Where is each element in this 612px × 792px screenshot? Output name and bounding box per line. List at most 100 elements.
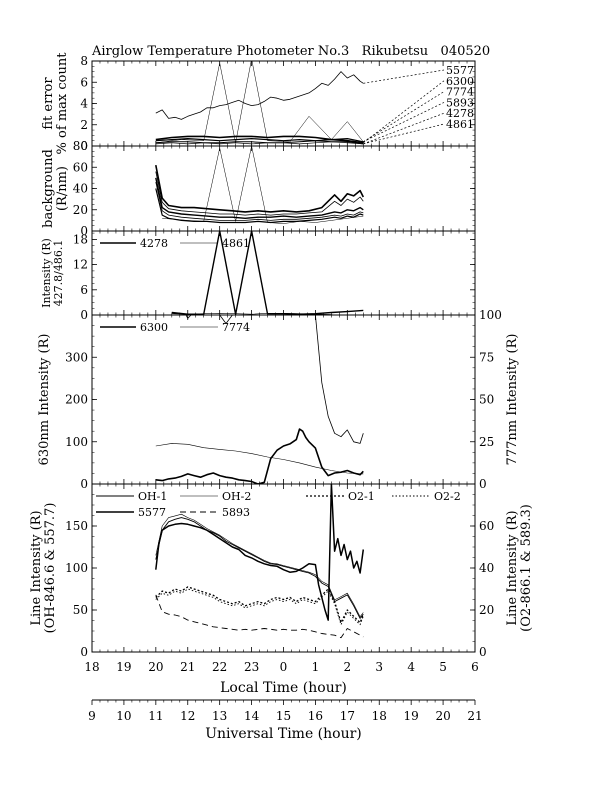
y-tick-label: 8 [80, 54, 88, 68]
series-line-5577 [155, 71, 364, 120]
universal-time-tick-label: 18 [372, 709, 387, 723]
legend-label-7774: 7774 [222, 321, 250, 334]
y-axis-label: (OH-846.6 & 557.7) [43, 503, 58, 634]
universal-time-tick-label: 17 [340, 709, 355, 723]
series-group [155, 315, 364, 484]
series-line-o2-2 [155, 588, 364, 626]
y-tick-label: 0 [80, 645, 88, 659]
local-time-tick-label: 20 [148, 660, 163, 674]
figure-title: Airglow Temperature Photometer No.3 Riku… [91, 44, 490, 59]
y-axis-label: fit error [41, 77, 56, 130]
series-line-intensity-6300-7774-2 [155, 443, 364, 475]
y-tick-label: 150 [65, 519, 88, 533]
panel-frame [91, 145, 476, 232]
y-tick-label: 50 [73, 603, 88, 617]
y-right-tick-label: 100 [479, 308, 502, 322]
local-time-tick-label: 3 [375, 660, 383, 674]
universal-time-tick-label: 9 [88, 709, 96, 723]
y-right-tick-label: 75 [479, 350, 494, 364]
legend-label-6300: 6300 [140, 321, 168, 334]
y-right-tick-label: 0 [479, 645, 487, 659]
local-time-tick-label: 1 [312, 660, 320, 674]
universal-time-tick-label: 15 [276, 709, 291, 723]
universal-time-tick-label: 20 [435, 709, 450, 723]
series-line-o2-1 [155, 586, 364, 624]
y-right-tick-label: 40 [479, 561, 494, 575]
series-line-background-2 [155, 177, 364, 220]
series-label-6300: 6300 [446, 75, 474, 88]
universal-time-tick-label: 14 [244, 709, 260, 723]
universal-time-axis-label: Universal Time (hour) [205, 726, 362, 742]
panel-intensity-6300-7774: 0 100 200 300 0 25 50 75 100 630nm Intensity (R) 7… [37, 308, 520, 491]
y-right-axis-label: (O2-866.1 & 589.3) [519, 504, 534, 632]
local-time-tick-label: 21 [180, 660, 195, 674]
panel-fit-error: 0 2 4 6 8 fit error% of max count [41, 52, 476, 155]
series-line-7774 [155, 315, 364, 444]
panel-frame [91, 60, 476, 147]
y-axis-label: 427.8/486.1 [52, 240, 65, 307]
series-group [155, 484, 365, 639]
y-tick-label: 100 [65, 561, 88, 575]
label-leader-5577 [363, 69, 445, 84]
y-tick-label: 0 [80, 477, 88, 491]
y-axis-label: % of max count [55, 52, 70, 155]
y-tick-label: 40 [73, 182, 88, 196]
local-time-tick-label: 23 [244, 660, 259, 674]
series-label-5893: 5893 [446, 96, 474, 109]
y-tick-label: 2 [80, 118, 88, 132]
label-leader-4861 [363, 123, 445, 145]
legend-label-5577: 5577 [138, 506, 166, 519]
series-line-oh-2 [155, 513, 364, 618]
legend-label-o2-2: O2-2 [434, 490, 461, 503]
universal-time-tick-label: 11 [148, 709, 163, 723]
y-right-tick-label: 25 [479, 435, 494, 449]
y-tick-label: 20 [73, 203, 88, 217]
series-line-background-3 [155, 182, 364, 221]
y-right-axis-label: Line Intensity (R) [505, 510, 520, 625]
series-line-5893 [155, 138, 364, 143]
y-tick-label: 6 [80, 283, 88, 297]
universal-time-tick-label: 10 [116, 709, 131, 723]
y-tick-label: 300 [65, 350, 88, 364]
series-label-4861: 4861 [446, 118, 474, 131]
local-time-tick-label: 0 [280, 660, 288, 674]
y-tick-label: 12 [73, 258, 88, 272]
series-label-5577: 5577 [446, 64, 474, 77]
series-line-4278 [171, 231, 364, 315]
y-tick-label: 0 [80, 139, 88, 153]
y-tick-label: 0 [80, 224, 88, 238]
y-tick-label: 6 [80, 75, 88, 89]
label-leader-4278 [363, 112, 445, 145]
y-axis-label: background [41, 149, 56, 228]
y-right-tick-label: 60 [479, 519, 494, 533]
series-line-background-0 [155, 164, 365, 213]
y-tick-label: 4 [80, 97, 88, 111]
y-axis-label: Line Intensity (R) [29, 510, 44, 625]
panel-intensity-4278-4861: 0 6 12 18 Intensity (R) 427.8/486.1 [40, 230, 476, 322]
series-line-7774 [155, 61, 364, 144]
universal-time-tick-label: 13 [212, 709, 227, 723]
series-line-oh-1 [155, 517, 364, 619]
local-time-tick-label: 19 [116, 660, 131, 674]
local-time-axis-label: Local Time (hour) [220, 680, 347, 696]
legend-label-4278: 4278 [140, 237, 168, 250]
legend-label-4861: 4861 [222, 237, 250, 250]
legend-label-oh-1: OH-1 [138, 490, 167, 503]
y-axis-label: 630nm Intensity (R) [37, 334, 52, 466]
local-time-tick-label: 6 [471, 660, 479, 674]
y-axis-label: (R/nm) [55, 166, 70, 211]
y-right-tick-label: 50 [479, 393, 494, 407]
y-tick-label: 60 [73, 160, 88, 174]
label-leader-5893 [363, 102, 445, 143]
y-tick-label: 0 [80, 308, 88, 322]
series-line-6300 [155, 428, 364, 484]
legend-label-5893: 5893 [222, 506, 250, 519]
label-leader-6300 [363, 80, 445, 144]
universal-time-tick-label: 21 [467, 709, 482, 723]
y-axis-label: Intensity (R) [40, 238, 53, 308]
panel-background: 0 20 40 60 80 background (R/nm) [41, 139, 476, 238]
series-line-background-5 [162, 146, 364, 224]
